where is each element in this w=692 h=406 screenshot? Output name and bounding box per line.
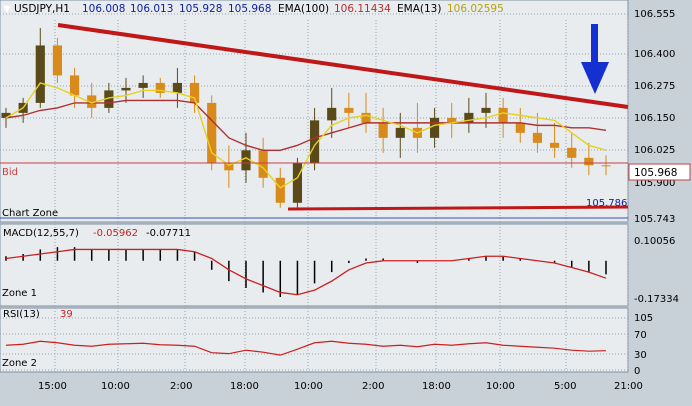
candle-body — [241, 150, 251, 171]
symbol-label: USDJPY,H1 — [14, 3, 70, 15]
price-tick: 106.025 — [634, 145, 675, 156]
candle-body — [189, 82, 200, 103]
candle-body — [292, 162, 303, 203]
candle-body — [172, 82, 183, 93]
price-tick: 106.555 — [634, 9, 675, 20]
candle-body — [207, 102, 217, 163]
candle-body — [52, 45, 63, 76]
ema100-label: EMA(100) — [278, 3, 329, 15]
candle-body — [481, 107, 491, 113]
candle-body — [378, 122, 388, 138]
candle-body — [567, 147, 577, 158]
candle-body — [395, 127, 405, 138]
candle-body — [532, 132, 543, 143]
ema13-line — [5, 82, 607, 189]
rsi-tick: 105 — [634, 313, 653, 324]
macd-label: MACD(12,55,7) — [3, 228, 79, 239]
rsi-value: 39 — [60, 309, 73, 320]
candle-body — [1, 112, 11, 118]
candle-body — [498, 107, 508, 123]
chart-zone-label: Chart Zone — [2, 208, 58, 219]
candle-body — [87, 95, 97, 108]
price-axis: 106.555 106.400 106.275 106.150 106.025 … — [628, 9, 691, 225]
ema100-value: 106.11434 — [334, 3, 391, 15]
candle-body — [258, 150, 268, 178]
time-tick: 2:00 — [362, 381, 384, 392]
down-triangle-icon: ▼ — [3, 4, 11, 15]
bid-price-tag — [628, 163, 691, 181]
zone-1-label: Zone 1 — [2, 288, 37, 299]
time-tick: 10:00 — [101, 381, 130, 392]
high-price: 106.013 — [130, 3, 173, 15]
candle-body — [464, 112, 474, 123]
rsi-tick: 0 — [634, 366, 640, 377]
candle-body — [275, 177, 285, 203]
macd-series — [5, 247, 607, 297]
low-price: 105.928 — [179, 3, 222, 15]
bid-label: Bid — [2, 167, 18, 178]
price-tick: 105.900 — [634, 178, 675, 189]
candle-body — [138, 82, 148, 88]
time-axis: 15:00 10:00 2:00 18:00 10:00 2:00 18:00 … — [38, 381, 643, 392]
macd-value-1: -0.05962 — [93, 228, 138, 239]
macd-value-2: -0.07711 — [146, 228, 191, 239]
ema100-line — [5, 99, 607, 152]
macd-signal-line — [5, 248, 607, 296]
time-tick: 10:00 — [294, 381, 323, 392]
zone-2-label: Zone 2 — [2, 358, 37, 369]
rsi-series — [5, 340, 607, 356]
time-tick: 18:00 — [422, 381, 451, 392]
candle-body — [35, 45, 45, 103]
rsi-panel[interactable] — [0, 307, 629, 373]
candle-body — [121, 87, 131, 91]
candle-body — [155, 82, 165, 93]
support-line — [287, 205, 629, 211]
price-tick: 105.743 — [634, 214, 675, 225]
candle-body — [447, 117, 457, 123]
candle-body — [309, 120, 320, 163]
candle-body — [361, 112, 371, 123]
price-tick: 106.400 — [634, 49, 675, 60]
rsi-label: RSI(13) — [3, 309, 40, 320]
time-tick: 18:00 — [230, 381, 259, 392]
candle-body — [327, 107, 337, 121]
time-tick: 10:00 — [486, 381, 515, 392]
chart-header: ▼ USDJPY,H1 106.008 106.013 105.928 105.… — [3, 3, 504, 15]
time-tick: 2:00 — [170, 381, 192, 392]
candle-body — [515, 122, 525, 133]
close-price: 105.968 — [228, 3, 271, 15]
candle-body — [104, 90, 114, 108]
candle-body — [344, 107, 354, 113]
macd-tick: -0.17334 — [634, 294, 679, 305]
macd-tick: 0.10056 — [634, 236, 675, 247]
time-tick: 15:00 — [38, 381, 67, 392]
ema13-value: 106.02595 — [447, 3, 504, 15]
candle-body — [601, 165, 611, 167]
bid-price-tag-label: 105.968 — [634, 167, 677, 179]
time-tick: 5:00 — [554, 381, 576, 392]
candle-body — [584, 157, 594, 166]
down-arrow-icon — [581, 24, 609, 94]
support-level-label: 105.786 — [586, 198, 627, 209]
time-tick: 21:00 — [614, 381, 643, 392]
candle-body — [224, 162, 234, 171]
descending-trendline — [57, 23, 629, 109]
candle-body — [549, 142, 560, 148]
ema13-label: EMA(13) — [397, 3, 441, 15]
rsi-tick: 70 — [634, 330, 647, 341]
candle-body — [429, 117, 440, 138]
rsi-tick: 30 — [634, 350, 647, 361]
price-series — [1, 27, 611, 208]
rsi-line — [5, 340, 607, 356]
price-tick: 106.275 — [634, 81, 675, 92]
candle-body — [69, 75, 80, 96]
price-tick: 106.150 — [634, 113, 675, 124]
open-price: 106.008 — [82, 3, 125, 15]
price-panel[interactable] — [0, 0, 629, 223]
